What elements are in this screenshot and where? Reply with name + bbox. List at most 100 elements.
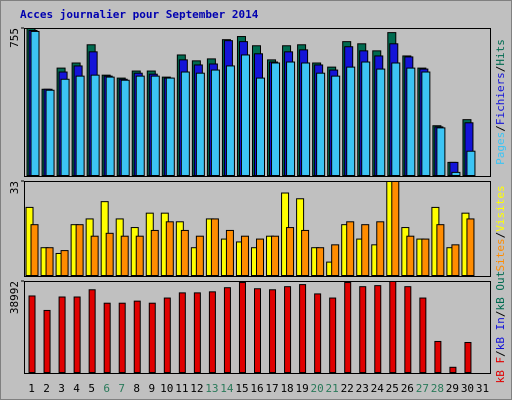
- bar: [316, 72, 326, 176]
- bar: [135, 75, 145, 176]
- bar: [150, 229, 159, 276]
- bar: [391, 181, 400, 276]
- bar: [284, 286, 292, 374]
- bar: [286, 227, 295, 276]
- bar: [466, 218, 475, 276]
- bar: [45, 89, 55, 176]
- x-tick-label: 4: [73, 382, 80, 395]
- x-tick-label: 17: [265, 382, 278, 395]
- x-tick-label: 5: [88, 382, 95, 395]
- legend-item: kB Out: [494, 271, 507, 311]
- bar: [88, 289, 96, 373]
- x-tick-label: 29: [446, 382, 459, 395]
- bar: [391, 62, 401, 176]
- bar: [346, 221, 355, 276]
- x-tick-label: 20: [311, 382, 324, 395]
- bar: [75, 224, 84, 277]
- x-tick-label: 28: [431, 382, 444, 395]
- legend-separator: /: [494, 125, 507, 132]
- bar: [103, 302, 111, 374]
- legend: Pages/Fichiers/Hits: [494, 39, 507, 165]
- bar: [256, 77, 265, 176]
- chart-title: Acces journalier pour September 2014: [20, 8, 259, 21]
- bar: [163, 297, 171, 373]
- bar: [165, 77, 175, 176]
- bar: [344, 282, 352, 374]
- legend-separator: /: [494, 350, 507, 357]
- x-tick-label: 8: [133, 382, 140, 395]
- bar: [256, 238, 264, 277]
- bar: [105, 76, 115, 176]
- bar: [120, 79, 130, 176]
- bar: [105, 232, 114, 276]
- bar: [374, 285, 382, 374]
- bar: [193, 292, 201, 373]
- bar: [90, 74, 100, 176]
- x-tick-label: 11: [175, 382, 188, 395]
- bar: [90, 235, 99, 277]
- x-tick-label: 14: [220, 382, 234, 395]
- y-tick-label: 38992: [8, 281, 21, 314]
- legend: kB F/kB In/kB Out: [494, 271, 507, 384]
- bar: [419, 297, 427, 373]
- bar: [225, 229, 234, 276]
- bar: [135, 235, 144, 277]
- bar: [466, 150, 476, 177]
- bar: [331, 75, 341, 176]
- bar: [133, 300, 141, 374]
- x-tick-label: 10: [160, 382, 173, 395]
- bar: [120, 235, 129, 277]
- x-tick-label: 2: [43, 382, 50, 395]
- bar: [223, 287, 231, 373]
- bar: [406, 67, 416, 176]
- bar: [60, 250, 69, 277]
- y-tick-label: 33: [8, 181, 21, 194]
- bar: [118, 302, 126, 374]
- x-tick-label: 19: [295, 382, 308, 395]
- bar: [30, 30, 40, 176]
- bar: [238, 282, 246, 374]
- bar: [361, 224, 370, 277]
- x-tick-label: 31: [476, 382, 489, 395]
- x-tick-label: 26: [401, 382, 414, 395]
- legend-separator: /: [494, 66, 507, 73]
- y-tick-label: 755: [8, 28, 21, 48]
- bar: [28, 295, 36, 374]
- bar: [464, 341, 472, 373]
- bar: [299, 284, 307, 374]
- x-tick-label: 22: [341, 382, 354, 395]
- legend-separator: /: [494, 232, 507, 239]
- bar: [208, 291, 216, 373]
- bar: [421, 71, 431, 176]
- legend-item: Pages: [494, 132, 507, 165]
- bar: [271, 62, 281, 176]
- x-tick-label: 23: [356, 382, 369, 395]
- bar: [225, 65, 235, 176]
- legend: Sites/Visites: [494, 185, 507, 271]
- bar: [301, 229, 310, 276]
- bar: [346, 66, 356, 176]
- bar: [376, 221, 385, 276]
- bar: [436, 224, 445, 277]
- bar: [60, 78, 70, 176]
- bar: [301, 62, 311, 176]
- bar: [449, 366, 457, 374]
- bar: [329, 297, 337, 373]
- bar: [30, 224, 39, 277]
- bar: [436, 127, 446, 176]
- legend-item: kB In: [494, 317, 507, 350]
- legend-item: Fichiers: [494, 72, 507, 125]
- bar: [195, 72, 205, 176]
- bar: [361, 61, 371, 176]
- bar: [240, 235, 249, 277]
- x-tick-label: 9: [148, 382, 155, 395]
- x-tick-label: 13: [205, 382, 218, 395]
- x-tick-label: 27: [416, 382, 429, 395]
- bar: [195, 235, 204, 277]
- bar: [451, 171, 461, 176]
- x-tick-label: 16: [250, 382, 263, 395]
- bar: [210, 69, 220, 176]
- bar: [314, 293, 322, 374]
- bar: [406, 235, 415, 277]
